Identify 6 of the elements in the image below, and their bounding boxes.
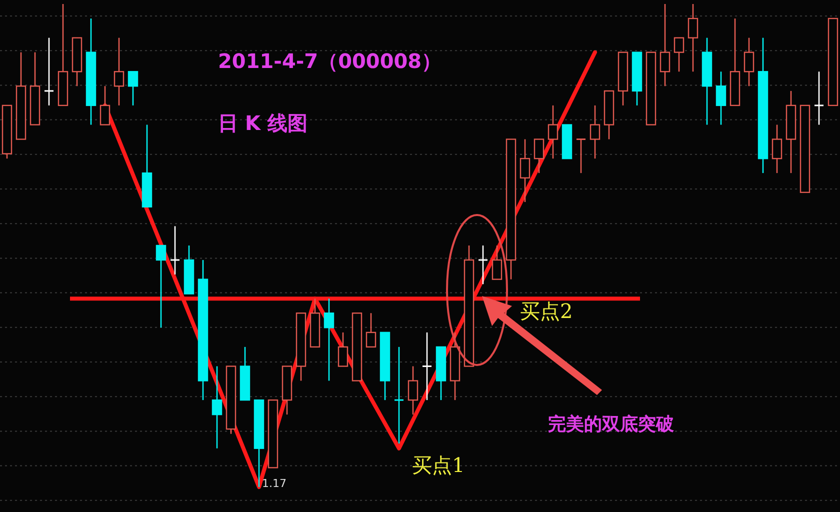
annotation: 买点1	[412, 453, 465, 477]
text: 2011-4-7（000008）	[218, 49, 442, 73]
annotation: 买点2	[520, 299, 573, 323]
annotation: 完美的双底突破	[548, 414, 675, 435]
text: 日 K 线图	[218, 111, 308, 135]
annotation: 1.17	[262, 477, 286, 490]
